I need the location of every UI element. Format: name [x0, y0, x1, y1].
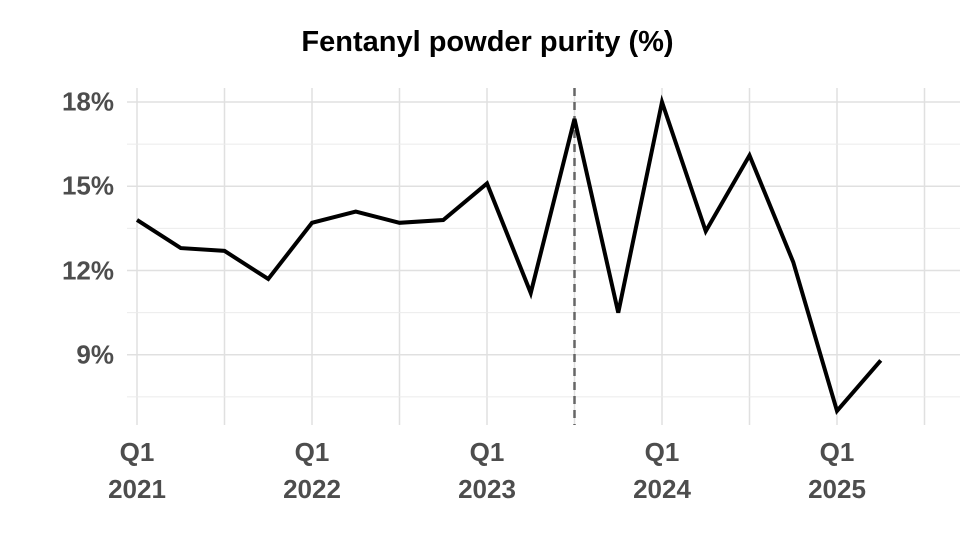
x-tick-label: Q1 2025: [808, 437, 866, 504]
x-tick-label: Q1 2024: [633, 437, 691, 504]
y-tick-label: 15%: [61, 170, 114, 201]
y-tick-label: 18%: [61, 86, 114, 117]
data-line: [135, 94, 883, 416]
x-tick-label: Q1 2023: [458, 437, 516, 504]
y-tick-label: 9%: [76, 339, 114, 370]
chart-title: Fentanyl powder purity (%): [301, 26, 674, 58]
x-tick-label: Q1 2022: [283, 437, 341, 504]
y-tick-label: 12%: [61, 255, 114, 286]
x-tick-label: Q1 2021: [108, 437, 166, 504]
